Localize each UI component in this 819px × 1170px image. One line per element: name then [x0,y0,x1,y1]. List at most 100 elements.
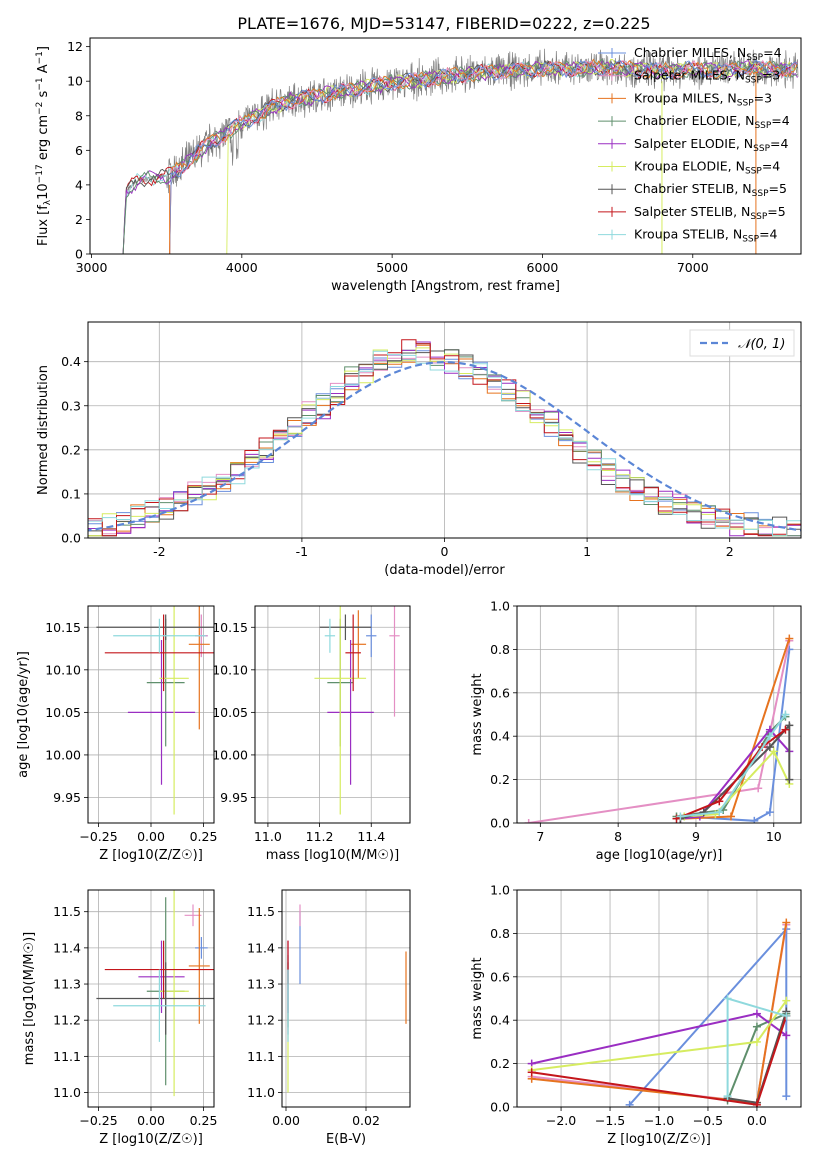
point-kroupa_stelib [324,618,336,653]
y-tick-label: 6 [75,143,83,158]
x-tick-label: −0.25 [79,829,117,844]
axes-frame [254,605,411,824]
y-axis-label: mass weight [470,957,485,1039]
x-tick-label: 2 [726,544,734,559]
x-tick-label: 0 [441,544,449,559]
model-line-kroupa_miles [169,58,798,254]
point-kroupa_stelib [113,969,206,1042]
axes-weight_vs_Z: −2.0 −1.5 −1.0 −0.5 0.0 0.0 0.2 0.4 0.6 0.8 1.0 Z [… [470,883,802,1147]
y-tick-label: 0.0 [61,531,81,546]
weight-line-chabrier_miles [684,649,791,822]
plot-area [527,918,791,1107]
weight-line-kroupa_stelib [680,713,787,818]
x-tick-label: 11.0 [254,829,282,844]
legend-item: Chabrier STELIB, NSSP=5 [598,181,787,199]
y-tick-label: 0.2 [61,442,81,457]
y-tick-label: 0.0 [490,816,510,831]
axes-frame [516,605,802,824]
point-chabrier_stelib [319,614,372,641]
y-tick-label: 11.4 [53,940,81,955]
y-tick-label: 10.10 [45,662,81,677]
axes-age_vs_mass: 11.0 11.2 11.4 9.95 10.00 10.05 10.10 10.15 mass… [212,605,411,863]
x-tick-label: −1.0 [644,1113,674,1128]
legend-item: Salpeter ELODIE, NSSP=4 [598,136,789,154]
x-tick-label: −0.5 [693,1113,723,1128]
x-axis-label: E(B-V) [326,1132,366,1147]
hist-step-chabrier_stelib [88,349,801,537]
axes-frame [87,605,215,824]
point-salpeter_elodie [138,940,185,1013]
y-tick-label: 8 [75,108,83,123]
point-kroupa_elodie [314,606,367,815]
point-salpeter_stelib [345,614,361,692]
point-kroupa_elodie [159,890,189,1097]
data-spectrum [123,48,799,242]
y-tick-label: 10.10 [212,662,248,677]
legend-label: Chabrier STELIB, NSSP=5 [634,181,787,199]
y-tick-label: 9.95 [53,790,81,805]
x-tick-label: 5000 [376,260,408,275]
x-axis-label: Z [log10(Z/Z☉)] [607,1132,711,1147]
x-tick-label: 6000 [527,260,559,275]
hist-step-salpeter_elodie [88,341,801,537]
y-tick-label: 11.0 [53,1085,81,1100]
axes-frame [87,321,802,539]
point-chabrier_stelib [96,962,214,1035]
axes-residual_hist: -2 -1 0 1 2 0.0 0.1 0.2 0.3 0.4 (data-model)/error… [36,321,802,578]
model-line-chabrier_elodie [122,59,798,254]
x-tick-label: 0.02 [352,1113,380,1128]
figure-title: PLATE=1676, MJD=53147, FIBERID=0222, z=0… [237,14,650,33]
weight-line-salpeter_elodie [680,728,791,820]
x-tick-label: 10 [766,829,782,844]
point-salpeter_miles [389,606,400,717]
axes-frame [516,889,802,1108]
legend-item: Salpeter MILES, NSSP=3 [598,68,780,86]
y-tick-label: 0.0 [490,1100,510,1115]
point-kroupa_elodie [159,606,189,815]
y-tick-label: 1.0 [490,883,510,898]
x-tick-label: 0.25 [190,1113,218,1128]
legend-label: Kroupa ELODIE, NSSP=4 [634,159,780,177]
x-tick-label: 7000 [677,260,709,275]
point-chabrier_miles [366,614,377,658]
plot-area [287,904,407,1093]
x-axis-label: (data-model)/error [384,563,505,578]
plot-area [88,339,801,537]
legend-box [689,329,795,357]
plot-area [96,890,214,1097]
y-tick-label: 0.2 [490,772,510,787]
x-tick-label: 9 [692,829,700,844]
y-axis-label: mass [log10(M/M☉)] [22,932,37,1065]
legend-item: 𝒩(0, 1) [689,329,795,357]
y-tick-label: 11.5 [53,904,81,919]
y-axis-label: Normed distribution [36,365,51,495]
legend-item: Salpeter STELIB, NSSP=5 [598,204,786,222]
axes-spectrum: 3000 4000 5000 6000 7000 0 2 4 6 8 10 12 wavelength … [35,37,802,294]
model-line-salpeter_miles [169,59,798,254]
x-tick-label: −0.25 [79,1113,117,1128]
y-tick-label: 11.2 [53,1013,81,1028]
axes-frame [87,889,215,1108]
y-tick-label: 11.2 [247,1013,275,1028]
legend-label: Salpeter MILES, NSSP=3 [634,68,780,86]
point-salpeter_elodie [327,640,374,785]
y-tick-label: 10.00 [212,747,248,762]
model-line-chabrier_miles [169,59,798,254]
axes-weight_vs_age: 7 8 9 10 0.0 0.2 0.4 0.6 0.8 1.0 age [log10(age/yr… [470,599,802,863]
legend-label: Chabrier ELODIE, NSSP=4 [634,113,790,131]
legend-item: Kroupa STELIB, NSSP=4 [598,227,778,245]
point-salpeter_miles [184,904,202,927]
point-salpeter_stelib [104,940,214,999]
y-tick-label: 11.5 [247,904,275,919]
legend-item: Kroupa ELODIE, NSSP=4 [598,159,780,177]
x-tick-label: 0.00 [137,829,165,844]
y-tick-label: 0.4 [490,1013,510,1028]
axes-mass_vs_ebv: 0.00 0.02 11.0 11.1 11.2 11.3 11.4 11.5 E(B-V) [247,889,411,1147]
axes-age_vs_Z: −0.25 0.00 0.25 9.95 10.00 10.05 10.10 10.15 Z [… [16,605,217,863]
y-tick-label: 0.8 [490,926,510,941]
axes-frame [89,37,802,255]
y-tick-label: 9.95 [220,790,248,805]
weight-line-kroupa_elodie [684,749,791,818]
hist-step-salpeter_stelib [88,339,801,537]
point-kroupa_miles [188,606,210,730]
